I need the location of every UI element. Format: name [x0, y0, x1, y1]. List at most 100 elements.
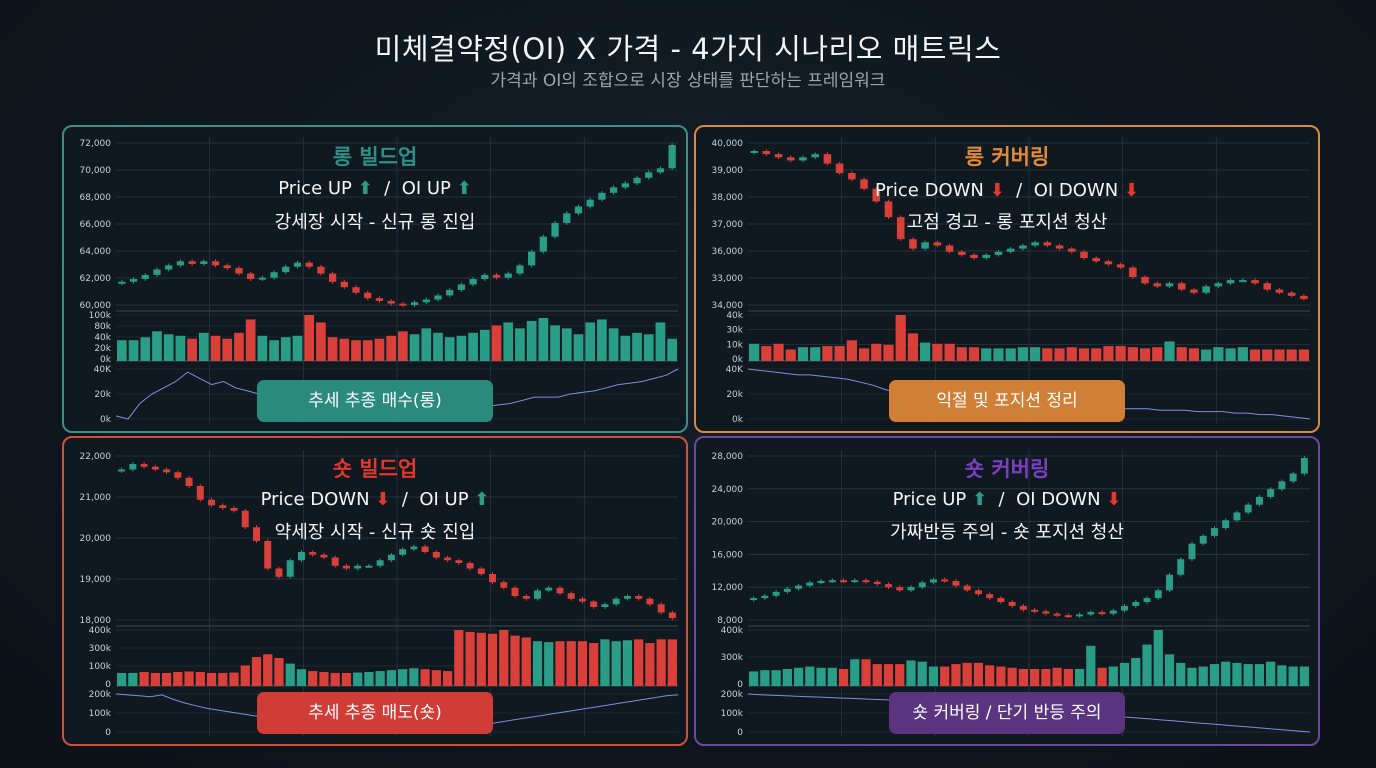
- volume-bar: [993, 348, 1004, 361]
- candle: [762, 151, 771, 155]
- volume-bar: [782, 668, 792, 686]
- candle: [1188, 543, 1196, 560]
- candle: [247, 273, 255, 280]
- volume-bar: [245, 319, 256, 361]
- candle: [795, 585, 803, 589]
- volume-bar: [895, 315, 906, 361]
- candle: [129, 279, 138, 282]
- candle: [466, 563, 474, 569]
- candle: [275, 568, 283, 577]
- price-tick-label: 37,000: [712, 220, 744, 230]
- candle: [963, 585, 971, 591]
- volume-bar: [386, 670, 396, 686]
- volume-bar: [1127, 347, 1138, 361]
- candle: [1129, 267, 1137, 277]
- candle: [590, 601, 598, 607]
- volume-bar: [431, 670, 441, 686]
- volume-tick-label: 0k: [100, 355, 112, 365]
- oi-tick-label: 20k: [94, 390, 111, 400]
- price-tick-label: 8,000: [717, 616, 743, 626]
- volume-bar: [1142, 644, 1152, 686]
- candle: [1226, 280, 1235, 284]
- candle: [151, 466, 159, 470]
- candle: [1154, 590, 1162, 599]
- price-tick-label: 16,000: [712, 550, 744, 560]
- volume-bar: [339, 338, 350, 361]
- volume-bar: [589, 643, 599, 686]
- volume-bar: [1201, 349, 1212, 361]
- candle: [884, 201, 893, 218]
- volume-bar: [1041, 668, 1051, 686]
- volume-bar: [940, 666, 950, 686]
- oi-tick-label: 20k: [726, 390, 743, 400]
- volume-bar: [398, 331, 408, 361]
- volume-bar: [1074, 668, 1085, 686]
- candle: [958, 251, 966, 255]
- candle: [851, 580, 859, 583]
- candle: [1076, 614, 1084, 617]
- candle: [432, 552, 440, 558]
- candle: [422, 299, 430, 303]
- candle: [342, 565, 350, 569]
- candle: [811, 154, 819, 158]
- volume-bar: [1176, 347, 1187, 361]
- volume-bar: [850, 659, 860, 686]
- price-oi-line: Price DOWN ⬇ / OI UP ⬆: [260, 489, 490, 510]
- price-tick-label: 36,000: [712, 247, 744, 257]
- volume-bar: [442, 671, 453, 686]
- candle: [817, 580, 825, 583]
- candle: [872, 188, 881, 202]
- volume-bar: [622, 640, 633, 686]
- volume-bar: [476, 632, 486, 686]
- price-tick-label: 33,000: [712, 274, 744, 284]
- candle: [399, 549, 407, 555]
- candle: [1067, 248, 1076, 252]
- oi-tick-label: 100k: [721, 709, 744, 719]
- price-oi-line: Price DOWN ⬇ / OI DOWN ⬇: [874, 180, 1140, 201]
- volume-bar: [187, 338, 197, 361]
- candle: [410, 302, 419, 305]
- volume-bar: [285, 663, 295, 686]
- volume-bar: [858, 348, 870, 361]
- volume-bar: [152, 331, 162, 361]
- volume-bar: [341, 672, 352, 686]
- candle: [481, 274, 489, 280]
- volume-bar: [1262, 349, 1273, 361]
- volume-bar: [667, 639, 677, 686]
- volume-bar: [895, 664, 905, 686]
- price-tick-label: 62,000: [80, 274, 112, 284]
- candle: [1255, 496, 1263, 505]
- candle: [586, 199, 594, 207]
- candle: [609, 187, 618, 193]
- volume-bar: [1119, 662, 1130, 686]
- volume-bar: [1243, 664, 1253, 686]
- candle: [896, 587, 904, 591]
- candle: [1055, 245, 1064, 249]
- candle: [933, 242, 942, 246]
- candle: [918, 582, 926, 588]
- candle: [129, 464, 137, 470]
- oi-label: OI DOWN: [1016, 489, 1101, 510]
- candle: [223, 265, 231, 269]
- price-tick-label: 39,000: [712, 166, 744, 176]
- volume-bar: [1286, 349, 1297, 361]
- volume-bar: [827, 667, 837, 686]
- volume-bar: [269, 340, 279, 361]
- volume-bar: [1086, 645, 1096, 686]
- candle: [1300, 458, 1308, 474]
- volume-bar: [1164, 341, 1175, 361]
- price-tick-label: 60,000: [80, 301, 112, 311]
- candle: [317, 266, 325, 274]
- candle: [270, 272, 278, 278]
- candle: [567, 593, 575, 599]
- candle: [328, 273, 337, 282]
- candle: [511, 587, 519, 596]
- volume-tick-label: 100k: [89, 662, 112, 672]
- volume-bar: [785, 349, 796, 361]
- candle: [118, 469, 126, 472]
- volume-bar: [1091, 348, 1102, 361]
- volume-bar: [797, 347, 809, 361]
- candle: [1166, 574, 1173, 591]
- volume-bar: [1213, 347, 1224, 361]
- volume-bar: [585, 322, 596, 361]
